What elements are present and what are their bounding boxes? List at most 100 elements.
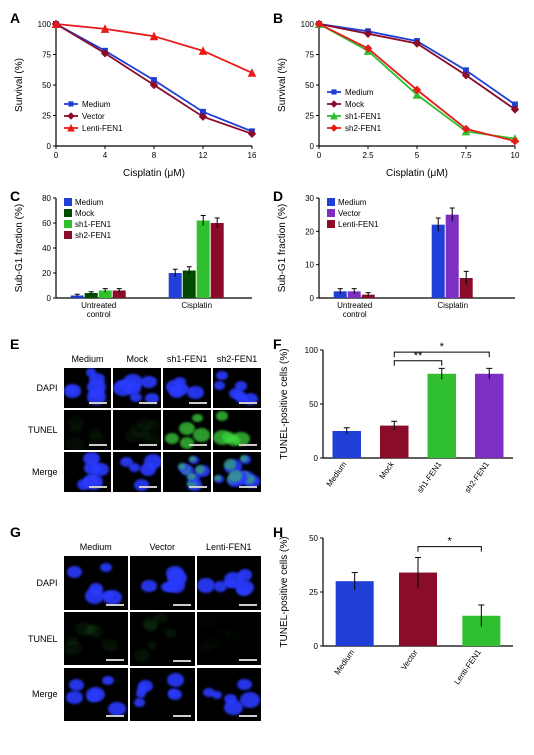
svg-text:sh2-FEN1: sh2-FEN1	[75, 231, 112, 240]
micro-cell	[197, 612, 261, 666]
svg-text:sh2-FEN1: sh2-FEN1	[463, 460, 491, 495]
svg-text:40: 40	[42, 244, 51, 253]
svg-text:Vector: Vector	[82, 112, 105, 121]
svg-text:Untreated: Untreated	[81, 301, 116, 310]
micro-cell	[163, 410, 211, 450]
micro-cell	[213, 368, 261, 408]
panel-h: H 02550TUNEL-positive cells (%)MediumVec…	[273, 524, 524, 721]
svg-text:0: 0	[47, 294, 52, 303]
chart-c: 020406080Sub-G1 fraction (%)Untreatedcon…	[10, 188, 260, 328]
svg-text:sh1-FEN1: sh1-FEN1	[75, 220, 112, 229]
chart-d: 0102030Sub-G1 fraction (%)Untreatedcontr…	[273, 188, 523, 328]
panel-label-c: C	[10, 188, 20, 204]
micro-row-header: TUNEL	[28, 410, 62, 450]
micro-col-header: Lenti-FEN1	[197, 542, 261, 554]
panel-label-a: A	[10, 10, 20, 26]
panel-label-d: D	[273, 188, 283, 204]
svg-text:7.5: 7.5	[460, 151, 472, 160]
svg-text:50: 50	[305, 81, 314, 90]
micro-cell	[113, 410, 161, 450]
svg-text:TUNEL-positive cells (%): TUNEL-positive cells (%)	[279, 348, 290, 459]
svg-text:Cisplatin (μM): Cisplatin (μM)	[386, 168, 448, 179]
svg-text:Vector: Vector	[338, 209, 361, 218]
svg-text:50: 50	[309, 534, 318, 543]
svg-text:100: 100	[305, 346, 319, 355]
svg-text:20: 20	[305, 227, 314, 236]
micro-cell	[64, 410, 112, 450]
svg-text:4: 4	[103, 151, 108, 160]
micro-cell	[130, 668, 195, 722]
micro-cell	[197, 556, 261, 610]
panel-label-e: E	[10, 336, 19, 352]
panel-d: D 0102030Sub-G1 fraction (%)Untreatedcon…	[273, 188, 524, 328]
micro-col-header: Medium	[64, 354, 112, 366]
micro-col-header: Mock	[113, 354, 161, 366]
panel-label-f: F	[273, 336, 282, 352]
svg-text:10: 10	[305, 261, 314, 270]
svg-text:Mock: Mock	[345, 100, 365, 109]
chart-f: 050100TUNEL-positive cells (%)MediumMock…	[273, 336, 523, 516]
svg-text:100: 100	[38, 20, 52, 29]
svg-text:25: 25	[305, 112, 314, 121]
svg-text:Survival (%): Survival (%)	[14, 58, 25, 112]
svg-text:Lenti-FEN1: Lenti-FEN1	[338, 220, 379, 229]
svg-text:Lenti-FEN1: Lenti-FEN1	[82, 124, 123, 133]
micro-col-header: sh2-FEN1	[213, 354, 261, 366]
micro-col-header: sh1-FEN1	[163, 354, 211, 366]
chart-a: 02550751000481216Cisplatin (μM)Survival …	[10, 10, 260, 180]
svg-text:2.5: 2.5	[362, 151, 374, 160]
micro-row-header: TUNEL	[28, 612, 62, 666]
micro-cell	[130, 556, 195, 610]
micro-cell	[130, 612, 195, 666]
micrograph-grid-e: MediumMocksh1-FEN1sh2-FEN1DAPITUNELMerge	[28, 354, 261, 492]
panel-label-b: B	[273, 10, 283, 26]
svg-text:0: 0	[310, 294, 315, 303]
micro-cell	[64, 556, 128, 610]
svg-text:80: 80	[42, 194, 51, 203]
svg-text:50: 50	[42, 81, 51, 90]
svg-text:Mock: Mock	[75, 209, 95, 218]
svg-text:Lenti-FEN1: Lenti-FEN1	[452, 648, 483, 687]
svg-text:Cisplatin: Cisplatin	[437, 301, 468, 310]
panel-g: G MediumVectorLenti-FEN1DAPITUNELMerge	[10, 524, 261, 721]
panel-b: B 025507510002.557.510Cisplatin (μM)Surv…	[273, 10, 524, 180]
svg-text:sh1-FEN1: sh1-FEN1	[415, 460, 443, 495]
svg-text:5: 5	[415, 151, 420, 160]
svg-text:25: 25	[309, 588, 318, 597]
micro-cell	[163, 368, 211, 408]
svg-text:0: 0	[54, 151, 59, 160]
svg-text:0: 0	[317, 151, 322, 160]
svg-text:Sub-G1 fraction (%): Sub-G1 fraction (%)	[277, 204, 288, 292]
svg-text:*: *	[440, 341, 445, 353]
svg-text:TUNEL-positive cells (%): TUNEL-positive cells (%)	[279, 536, 290, 647]
panel-label-h: H	[273, 524, 283, 540]
svg-text:50: 50	[309, 400, 318, 409]
figure: A 02550751000481216Cisplatin (μM)Surviva…	[10, 10, 524, 721]
micro-cell	[64, 368, 112, 408]
svg-text:Vector: Vector	[399, 648, 420, 672]
chart-b: 025507510002.557.510Cisplatin (μM)Surviv…	[273, 10, 523, 180]
svg-text:Survival (%): Survival (%)	[277, 58, 288, 112]
svg-text:10: 10	[511, 151, 520, 160]
svg-text:Medium: Medium	[82, 100, 111, 109]
svg-text:8: 8	[152, 151, 157, 160]
micro-row-header: Merge	[28, 668, 62, 722]
svg-text:100: 100	[301, 20, 315, 29]
svg-text:60: 60	[42, 219, 51, 228]
micro-row-header: DAPI	[28, 368, 62, 408]
svg-text:control: control	[87, 310, 111, 319]
svg-text:**: **	[414, 350, 423, 362]
micro-cell	[197, 668, 261, 722]
svg-text:*: *	[448, 536, 453, 548]
svg-text:Medium: Medium	[75, 198, 104, 207]
svg-text:sh2-FEN1: sh2-FEN1	[345, 124, 382, 133]
svg-text:Mock: Mock	[378, 459, 397, 481]
micro-row-header: DAPI	[28, 556, 62, 610]
svg-text:Cisplatin (μM): Cisplatin (μM)	[123, 168, 185, 179]
panel-a: A 02550751000481216Cisplatin (μM)Surviva…	[10, 10, 261, 180]
svg-text:0: 0	[314, 454, 319, 463]
micro-col-header: Medium	[64, 542, 128, 554]
svg-text:0: 0	[47, 142, 52, 151]
svg-text:25: 25	[42, 112, 51, 121]
svg-text:Medium: Medium	[338, 198, 367, 207]
